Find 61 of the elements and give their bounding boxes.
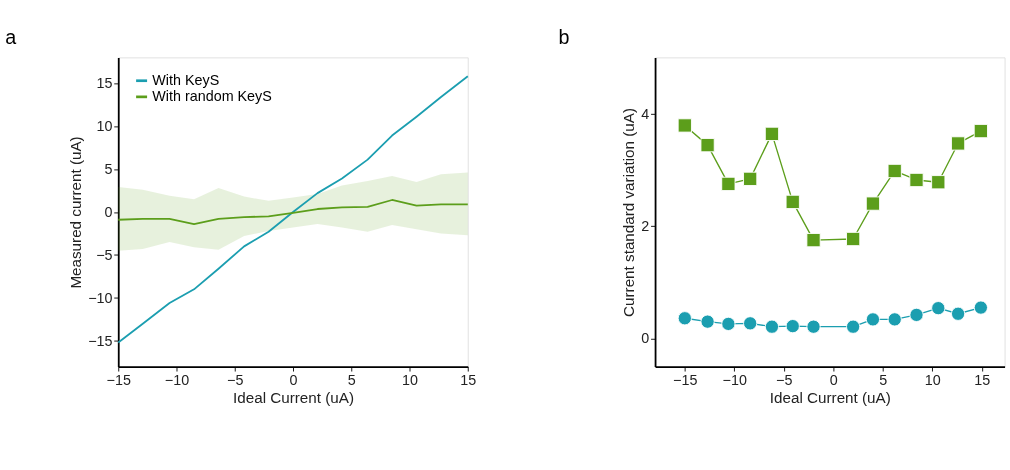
x-tick-label: 10 [924,371,941,388]
line-series [117,75,469,344]
point [806,319,821,334]
x-tick-label: 10 [402,371,418,388]
point [950,306,966,321]
x-tick-label: 5 [879,371,888,388]
y-tick-label: 15 [96,75,113,92]
point [909,172,924,188]
point [764,319,780,334]
y-tick-label: −10 [88,289,113,306]
legend-label: With KeyS [152,72,220,89]
point [806,233,821,248]
y-axis-title: Current standard variation (uA) [620,108,638,317]
point [700,314,715,329]
legend-label: With random KeyS [152,88,272,105]
x-axis-title: Ideal Current (uA) [233,388,354,406]
point [950,136,966,151]
x-tick-label: −5 [227,371,244,388]
x-tick-label: −10 [722,371,747,388]
point [721,316,736,331]
point [887,312,902,327]
chart-title: a [5,25,17,48]
point [973,123,988,139]
x-tick-label: −10 [164,371,190,388]
point [973,300,988,315]
x-tick-label: 0 [289,371,298,388]
point [846,319,861,334]
y-tick-label: −5 [96,246,113,263]
y-tick-label: 4 [641,105,650,122]
point [785,194,800,209]
point [677,118,692,133]
y-tick-label: 0 [641,330,650,347]
point [785,319,800,334]
y-tick-label: 0 [104,203,113,220]
y-tick-label: 10 [96,118,113,135]
y-tick-label: −15 [88,332,113,349]
point [700,138,715,153]
point [743,316,758,331]
point [909,307,924,322]
point [677,311,692,326]
line-series [117,199,469,225]
x-tick-label: 15 [460,371,477,388]
chart-title: b [558,25,570,48]
x-tick-label: −5 [776,371,793,388]
point [764,126,780,141]
x-tick-label: −15 [673,371,698,388]
point [743,171,758,186]
point [931,175,946,190]
x-axis-title: Ideal Current (uA) [769,388,891,406]
point [865,312,881,327]
x-tick-label: 0 [829,371,838,388]
point [846,231,861,247]
x-tick-label: 15 [974,371,991,388]
point [865,196,881,211]
point [931,301,946,316]
point [721,176,736,192]
y-tick-label: 5 [104,161,113,178]
y-tick-label: 2 [641,218,650,234]
y-axis-title: Measured current (uA) [66,136,84,289]
x-tick-label: 5 [347,371,356,388]
point [887,163,902,179]
